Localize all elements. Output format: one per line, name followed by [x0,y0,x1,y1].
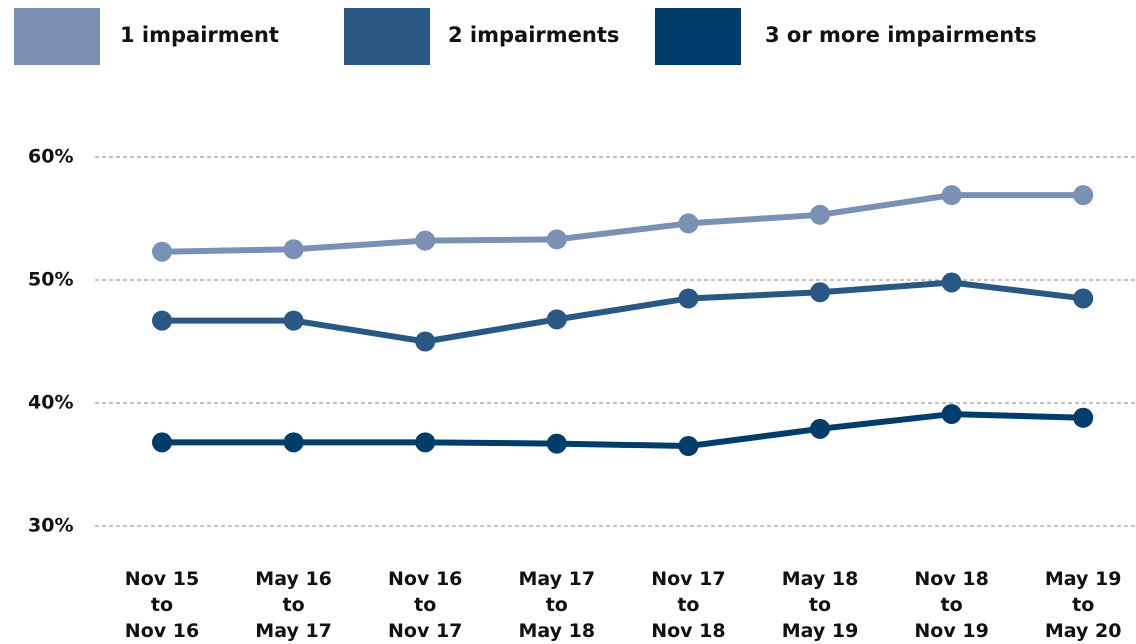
data-point [678,213,699,234]
data-point [415,230,436,251]
data-point [941,272,962,293]
x-tick-label: May 18 to May 19 [781,568,859,642]
x-tick-label: Nov 18 to Nov 19 [914,568,989,642]
data-point [152,241,172,262]
y-tick-label: 30% [28,515,73,537]
data-point [1073,185,1094,206]
x-tick-label: May 17 to May 18 [518,568,596,642]
x-tick-label: Nov 15 to Nov 16 [124,568,200,642]
x-tick-label: May 19 to May 20 [1044,568,1122,642]
data-point [1073,288,1094,309]
data-point [415,432,436,453]
data-point [678,288,699,309]
data-point [1073,407,1094,428]
data-point [415,331,436,352]
data-point [283,432,304,453]
legend-label: 3 or more impairments [765,23,1037,47]
data-point [152,310,172,331]
data-point [546,229,567,250]
x-tick-label: Nov 17 to Nov 18 [651,568,726,642]
legend-swatch [344,8,430,65]
data-point [283,239,304,260]
x-tick-label: May 16 to May 17 [255,568,332,642]
data-point [678,436,699,457]
data-point [810,282,830,303]
x-tick-label: Nov 16 to Nov 17 [387,568,463,642]
data-point [941,404,962,425]
series-line [161,192,1084,255]
data-point [546,309,567,330]
data-point [810,418,830,439]
legend-label: 2 impairments [448,23,619,47]
y-tick-label: 60% [28,146,73,168]
data-point [941,185,962,206]
legend-swatch [655,8,741,65]
legend-label: 1 impairment [120,23,279,47]
data-point [283,310,304,331]
y-tick-label: 40% [28,392,73,414]
data-point [546,433,567,454]
data-point [810,204,830,225]
legend-swatch [14,8,100,65]
series-line [162,279,1084,345]
y-tick-label: 50% [28,269,73,291]
data-point [152,432,172,453]
series-line [162,411,1084,450]
